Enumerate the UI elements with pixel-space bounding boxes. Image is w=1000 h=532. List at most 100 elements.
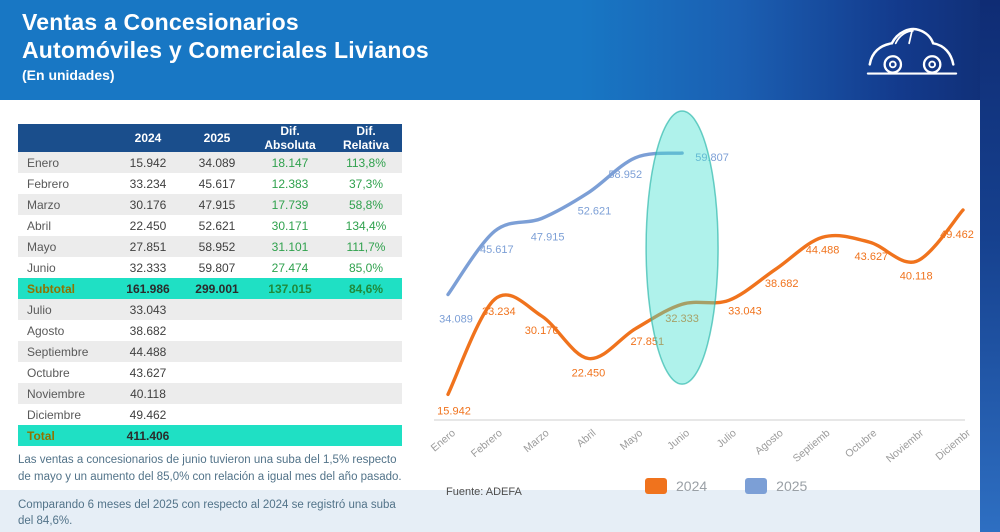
table-cell <box>184 362 250 383</box>
table-cell: Noviembre <box>27 386 86 401</box>
point-label: 58.952 <box>608 169 642 181</box>
table-cell: 30.176 <box>129 197 167 212</box>
column-header: Dif. Relativa <box>330 124 402 152</box>
table-cell <box>184 383 250 404</box>
table-row-abril: Abril 22.450 52.621 30.171 134,4% <box>18 215 402 236</box>
point-label: 33.043 <box>728 305 762 317</box>
table-row-subtotal: Subtotal 161.986 299.001 137.015 84,6% <box>18 278 402 299</box>
table-cell: 17.739 <box>271 197 309 212</box>
column-header: Dif. Absoluta <box>250 124 330 152</box>
table-row-agosto: Agosto 38.682 <box>18 320 402 341</box>
table-cell <box>184 299 250 320</box>
table-row-febrero: Febrero 33.234 45.617 12.383 37,3% <box>18 173 402 194</box>
point-label: 52.621 <box>578 206 612 218</box>
x-tick-label: Mayo <box>618 427 646 453</box>
point-label: 34.089 <box>439 314 473 326</box>
x-tick-label: Diciembr <box>933 427 973 463</box>
table-cell: Junio <box>27 260 56 275</box>
table-cell <box>250 362 330 383</box>
table-cell: 134,4% <box>345 218 387 233</box>
x-tick-label: Julio <box>715 427 739 450</box>
table-cell: 58.952 <box>198 239 236 254</box>
x-tick-label: Marzo <box>521 427 551 455</box>
table-cell: 45.617 <box>198 176 236 191</box>
table-cell: 52.621 <box>198 218 236 233</box>
column-header: 2024 <box>112 124 184 152</box>
point-label: 15.942 <box>437 405 471 417</box>
table-cell: 84,6% <box>348 281 384 296</box>
x-tick-label: Abril <box>575 427 599 450</box>
x-tick-label: Agosto <box>753 427 786 457</box>
table-cell <box>330 383 402 404</box>
legend-item-2025: 2025 <box>745 478 807 494</box>
x-tick-label: Enero <box>429 427 458 454</box>
table-cell: 37,3% <box>348 176 384 191</box>
table-row-mayo: Mayo 27.851 58.952 31.101 111,7% <box>18 236 402 257</box>
table-row-septiembre: Septiembre 44.488 <box>18 341 402 362</box>
table-row-julio: Julio 33.043 <box>18 299 402 320</box>
series-2024-line <box>446 208 965 397</box>
legend-item-2024: 2024 <box>645 478 707 494</box>
point-label: 45.617 <box>480 244 514 256</box>
x-tick-label: Junio <box>665 427 692 452</box>
table-cell: 299.001 <box>195 281 239 296</box>
legend-swatch <box>745 478 768 494</box>
table-cell: Diciembre <box>27 407 82 422</box>
table-cell <box>184 341 250 362</box>
table-cell: Octubre <box>27 365 70 380</box>
table-row-enero: Enero 15.942 34.089 18.147 113,8% <box>18 152 402 173</box>
table-header-row: 2024 2025 Dif. Absoluta Dif. Relativa <box>18 124 402 152</box>
table-row-total: Total 411.406 <box>18 425 402 446</box>
table-cell: 59.807 <box>198 260 236 275</box>
column-header <box>18 124 112 152</box>
point-label: 49.462 <box>940 229 974 241</box>
table-cell <box>250 320 330 341</box>
table-cell <box>330 320 402 341</box>
table-cell: 58,8% <box>348 197 384 212</box>
table-cell: 34.089 <box>198 155 236 170</box>
table-cell <box>330 362 402 383</box>
table-row-marzo: Marzo 30.176 47.915 17.739 58,8% <box>18 194 402 215</box>
table-cell: 411.406 <box>126 428 170 443</box>
point-label: 32.333 <box>665 313 699 325</box>
table-cell: Subtotal <box>27 281 75 296</box>
table-row-junio: Junio 32.333 59.807 27.474 85,0% <box>18 257 402 278</box>
x-tick-label: Septiemb <box>791 427 833 465</box>
table-cell: 49.462 <box>129 407 167 422</box>
table-cell: 30.171 <box>271 218 309 233</box>
sales-line-chart: Enero Febrero Marzo Abril Mayo Junio Julio Agos… <box>429 104 977 476</box>
page-title-line2: Automóviles y Comerciales Livianos <box>22 37 429 63</box>
table-cell <box>250 299 330 320</box>
table-cell: 85,0% <box>348 260 384 275</box>
table-cell: Julio <box>27 302 52 317</box>
point-label: 43.627 <box>855 251 889 263</box>
table-cell <box>184 404 250 425</box>
point-label: 44.488 <box>806 244 840 256</box>
column-header: 2025 <box>184 124 250 152</box>
table-cell: 33.043 <box>129 302 167 317</box>
table-row-noviembre: Noviembre 40.118 <box>18 383 402 404</box>
point-label: 59.807 <box>695 152 729 164</box>
header-banner: Ventas a Concesionarios Automóviles y Co… <box>0 0 1000 100</box>
x-tick-label: Noviembr <box>884 427 927 465</box>
legend-label: 2024 <box>676 478 708 494</box>
table-cell: 113,8% <box>346 155 386 170</box>
page-title-line1: Ventas a Concesionarios <box>22 9 299 35</box>
table-cell: 33.234 <box>129 176 167 191</box>
table-cell: 111,7% <box>346 239 386 254</box>
legend-label: 2025 <box>776 478 808 494</box>
table-cell: 22.450 <box>129 218 167 233</box>
table-cell: Agosto <box>27 323 65 338</box>
x-tick-label: Octubre <box>843 427 879 460</box>
table-cell <box>250 383 330 404</box>
table-cell: Septiembre <box>27 344 89 359</box>
table-cell: Marzo <box>27 197 61 212</box>
table-cell: Total <box>27 428 55 443</box>
series-2025-line <box>446 151 684 297</box>
table-cell <box>330 425 402 446</box>
table-cell: 31.101 <box>271 239 309 254</box>
table-cell <box>184 425 250 446</box>
header-titles: Ventas a Concesionarios Automóviles y Co… <box>22 8 429 83</box>
table-cell <box>250 341 330 362</box>
